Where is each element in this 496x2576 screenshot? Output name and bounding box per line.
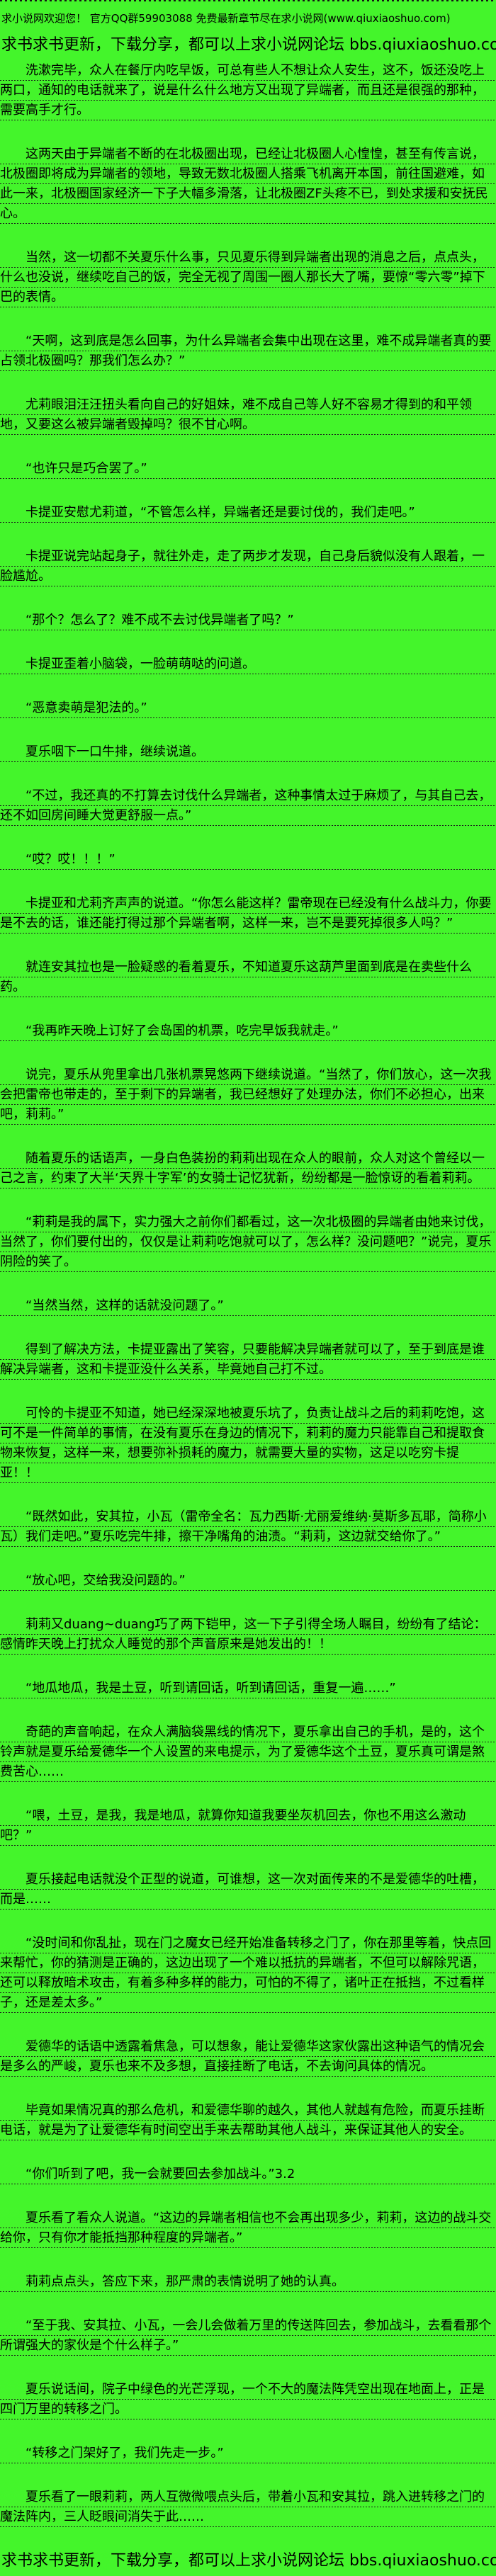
paragraph: “至于我、安其拉、小瓦，一会儿会做着万里的传送阵回去，参加战斗，去看看那个所谓强… — [0, 2316, 496, 2356]
paragraph: “当然当然，这样的话就没问题了。” — [0, 1296, 496, 1316]
paragraph: 莉莉又duang~duang巧了两下铠甲，这一下子引得全场人瞩目，纷纷有了结论：… — [0, 1615, 496, 1655]
paragraph: 夏乐看了看众人说道。“这边的异端者相信也不会再出现多少，莉莉，这边的战斗交给你，… — [0, 2208, 496, 2248]
paragraph: “你们听到了吧，我一会就要回去参加战斗。”3.2 — [0, 2164, 496, 2184]
paragraph: 说完，夏乐从兜里拿出几张机票晃悠两下继续说道。“当然了，你们放心，这一次我会把雷… — [0, 1065, 496, 1125]
paragraph: 卡提亚和尤莉齐声声的说道。“你怎么能这样？雷帝现在已经没有什么战斗力，你要是不去… — [0, 894, 496, 934]
paragraph: 爱德华的话语中透露着焦急，可以想象，能让爱德华这家伙露出这种语气的情况会是多么的… — [0, 2037, 496, 2077]
paragraph: 当然，这一切都不关夏乐什么事，只见夏乐得到异端者出现的消息之后，点点头，什么也没… — [0, 248, 496, 307]
paragraph: 随着夏乐的话语声，一身白色装扮的莉莉出现在众人的眼前，众人对这个曾经以一己之言，… — [0, 1149, 496, 1188]
paragraph: “那个？怎么了？难不成不去讨伐异端者了吗？” — [0, 611, 496, 630]
paragraph: 就连安其拉也是一脸疑惑的看着夏乐，不知道夏乐这葫芦里面到底是在卖些什么药。 — [0, 958, 496, 997]
paragraph: 夏乐接起电话就没个正型的说道，可谁想，这一次对面传来的不是爱德华的吐槽，而是…… — [0, 1870, 496, 1910]
paragraph: “哎？哎！！！” — [0, 850, 496, 870]
paragraph: 得到了解决方法，卡提亚露出了笑容，只要能解决异端者就可以了，至于到底是谁解决异端… — [0, 1340, 496, 1380]
paragraph: “我再昨天晚上订好了会岛国的机票，吃完早饭我就走。” — [0, 1021, 496, 1041]
paragraph: 可怜的卡提亚不知道，她已经深深地被夏乐坑了，负责让战斗之后的莉莉吃饱，这可不是一… — [0, 1404, 496, 1483]
site-welcome-notice: 求小说网欢迎您！ 官方QQ群59903088 免费最新章节尽在求小说网(www.… — [1, 12, 451, 25]
page-header: 求小说网欢迎您！ 官方QQ群59903088 免费最新章节尽在求小说网(www.… — [0, 11, 496, 55]
paragraph: 奇葩的声音响起，在众人满脑袋黑线的情况下，夏乐拿出自己的手机，是的，这个铃声就是… — [0, 1723, 496, 1782]
forum-promo-top: 求书求书更新，下载分享，都可以上求小说网论坛 bbs.qiuxiaoshuo.c… — [1, 36, 496, 54]
clipped-text-fragment — [0, 0, 496, 1]
paragraph: “转移之门架好了，我们先走一步。” — [0, 2444, 496, 2463]
paragraph: 卡提亚安慰尤莉道，“不管怎么样，异端者还是要讨伐的，我们走吧。” — [0, 503, 496, 523]
paragraph: 卡提亚说完站起身子，就往外走，走了两步才发现，自己身后貌似没有人跟着，一脸尴尬。 — [0, 547, 496, 586]
paragraph: “地瓜地瓜，我是土豆，听到请回话，听到请回话，重复一遍……” — [0, 1679, 496, 1698]
paragraph: 洗漱完毕，众人在餐厅内吃早饭，可总有些人不想让众人安生，这不，饭还没吃上两口，通… — [0, 61, 496, 120]
paragraph: “放心吧，交给我没问题的。” — [0, 1571, 496, 1591]
paragraph: “莉莉是我的属下，实力强大之前你们都看过，这一次北极圈的异端者由她来讨伐，当然了… — [0, 1213, 496, 1272]
paragraph: 尤莉眼泪汪汪扭头看向自己的好姐妹，难不成自己等人好不容易才得到的和平领地，又要这… — [0, 395, 496, 435]
paragraph: “不过，我还真的不打算去讨伐什么异端者，这种事情太过于麻烦了，与其自己去，还不如… — [0, 786, 496, 826]
paragraph: “没时间和你乱扯，现在门之魔女已经开始准备转移之门了，你在那里等着，快点回来帮忙… — [0, 1934, 496, 2013]
paragraph: 夏乐看了一眼莉莉，两人互微微喂点头后，带着小瓦和安其拉，跳入进转移之门的魔法阵内… — [0, 2487, 496, 2527]
paragraph: 毕竟如果情况真的那么危机，和爱德华聊的越久，其他人就越有危险，而夏乐挂断电话，就… — [0, 2101, 496, 2140]
paragraph: 夏乐说话间，院子中绿色的光芒浮现，一个不大的魔法阵凭空出现在地面上，正是四门万里… — [0, 2380, 496, 2419]
paragraph: “恶意卖萌是犯法的。” — [0, 698, 496, 718]
paragraph: 夏乐咽下一口牛排，继续说道。 — [0, 742, 496, 762]
paragraph: “天啊，这到底是怎么回事，为什么异端者会集中出现在这里，难不成异端者真的要占领北… — [0, 331, 496, 371]
forum-promo-bottom: 求书求书更新，下载分享，都可以上求小说网论坛 bbs.qiuxiaoshuo.c… — [1, 2552, 496, 2570]
paragraph: “既然如此，安其拉，小瓦（雷帝全名：瓦力西斯·尤丽爱维纳·莫斯多瓦耶，简称小瓦）… — [0, 1507, 496, 1547]
paragraph: “也许只是巧合罢了。” — [0, 459, 496, 479]
paragraph: 莉莉点点头，答应下来，那严肃的表情说明了她的认真。 — [0, 2272, 496, 2292]
paragraph: 这两天由于异端者不断的在北极圈出现，已经让北极圈人心惶惶，甚至有传言说，北极圈即… — [0, 144, 496, 224]
chapter-text: 洗漱完毕，众人在餐厅内吃早饭，可总有些人不想让众人安生，这不，饭还没吃上两口，通… — [0, 61, 496, 2527]
paragraph: 卡提亚歪着小脑袋，一脸萌萌哒的问道。 — [0, 654, 496, 674]
paragraph: “喂，土豆，是我，我是地瓜，就算你知道我要坐灰机回去，你也不用这么激动吧？” — [0, 1806, 496, 1846]
